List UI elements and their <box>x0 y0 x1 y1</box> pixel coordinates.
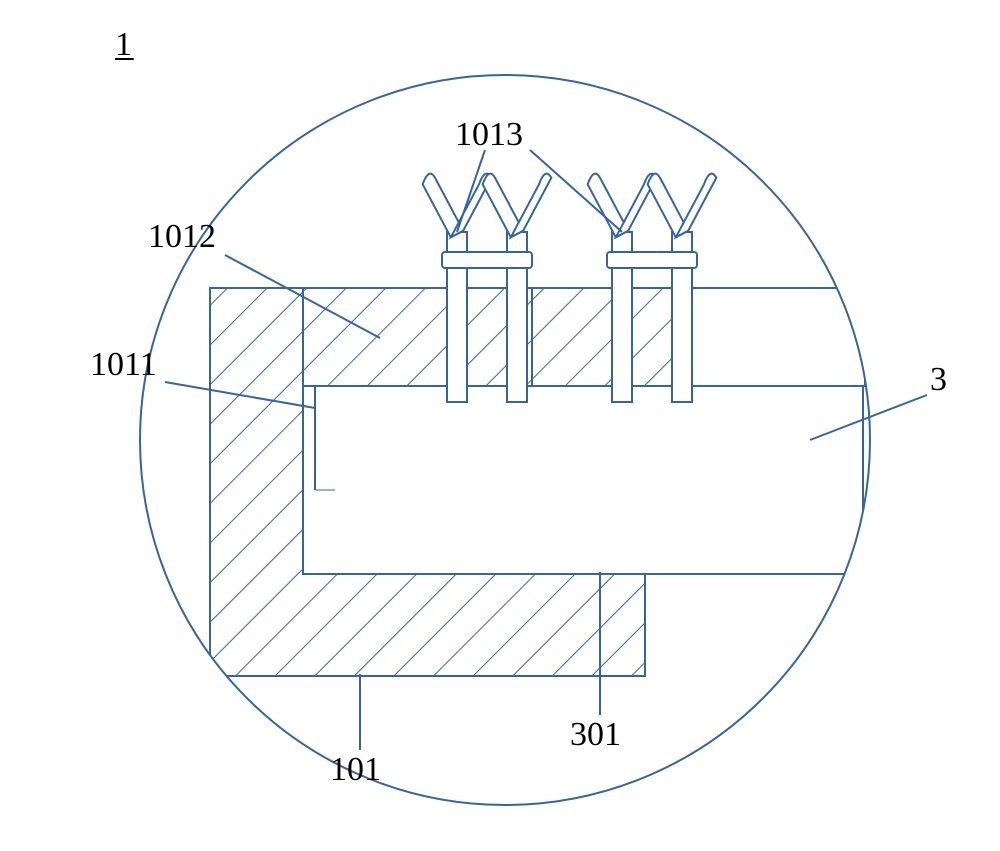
label-l1013: 1013 <box>455 116 523 153</box>
label-l1012: 1012 <box>148 218 216 255</box>
label-l3: 3 <box>930 361 947 398</box>
label-main: 1 <box>115 26 132 63</box>
label-l301: 301 <box>570 716 621 753</box>
label-l101: 101 <box>330 751 381 788</box>
label-l1011: 1011 <box>90 346 157 383</box>
